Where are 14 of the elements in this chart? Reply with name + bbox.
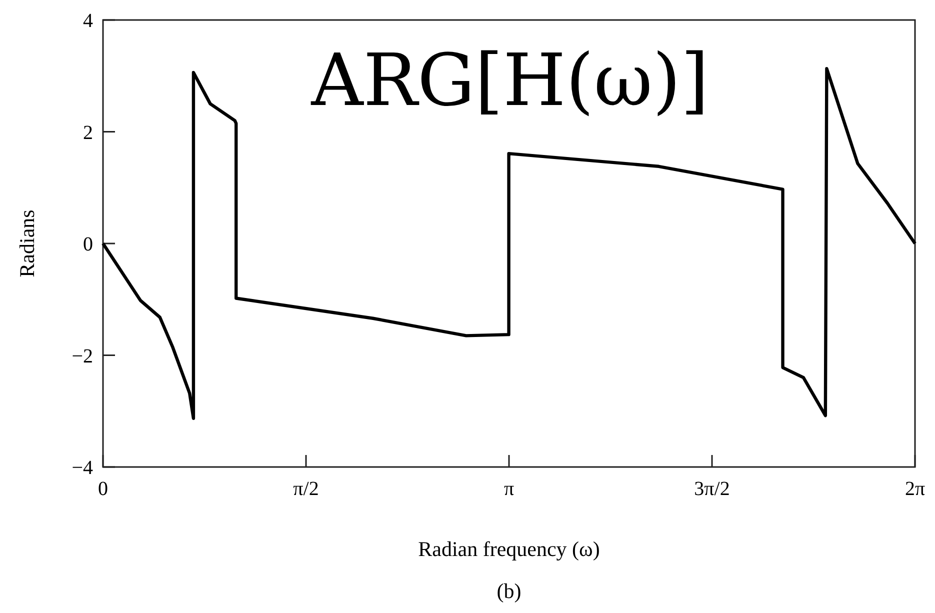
- x-tick-label: π/2: [293, 478, 319, 500]
- x-tick-label: 3π/2: [694, 478, 730, 500]
- x-tick-label: π: [504, 478, 514, 500]
- x-axis-title: Radian frequency (ω): [418, 537, 600, 561]
- text: (b): [496, 579, 522, 603]
- y-tick-label: 2: [83, 122, 93, 144]
- y-tick-label: −2: [72, 345, 93, 368]
- y-axis-title: Radians: [15, 210, 39, 278]
- x-tick-label: 0: [98, 478, 108, 500]
- y-tick-label: −4: [72, 457, 93, 479]
- x-tick-label: 2π: [904, 478, 926, 500]
- y-tick-label: 4: [83, 10, 93, 32]
- chart-title: ARG[H(ω)]: [310, 38, 709, 122]
- y-tick-label: 0: [83, 234, 93, 256]
